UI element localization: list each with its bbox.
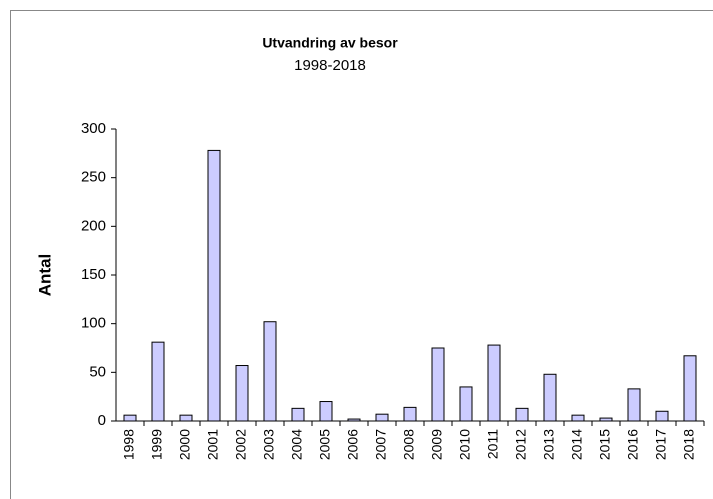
chart-title: Utvandring av besor <box>262 35 398 51</box>
x-tick-label: 2015 <box>597 429 613 460</box>
bar <box>487 344 501 422</box>
x-tick-label: 2001 <box>205 429 221 460</box>
x-tick-label: 2007 <box>373 429 389 460</box>
chart-frame <box>10 10 713 499</box>
y-tick-label: 50 <box>89 363 106 380</box>
x-tick-label: 2003 <box>261 429 277 460</box>
x-tick-label: 2009 <box>429 429 445 460</box>
y-axis-label: Antal <box>35 254 54 297</box>
bar <box>123 414 137 422</box>
x-tick-label: 2011 <box>485 429 501 459</box>
y-tick-label: 250 <box>81 169 106 186</box>
y-tick-label: 100 <box>81 315 106 332</box>
bar <box>431 347 445 422</box>
x-tick-label: 2018 <box>681 429 697 460</box>
bar <box>683 355 697 422</box>
bar <box>235 365 249 422</box>
chart-subtitle: 1998-2018 <box>294 57 366 74</box>
x-tick-label: 2008 <box>401 429 417 460</box>
x-tick-label: 2002 <box>233 429 249 460</box>
bar <box>375 413 389 422</box>
x-tick-label: 2000 <box>177 429 193 460</box>
bar <box>291 407 305 422</box>
bar <box>571 414 585 422</box>
bar <box>403 406 417 422</box>
x-tick-label: 1998 <box>121 429 137 460</box>
y-tick-label: 150 <box>81 266 106 283</box>
bar <box>459 386 473 422</box>
bar <box>263 321 277 422</box>
bar <box>319 401 333 422</box>
x-tick-label: 2013 <box>541 429 557 460</box>
x-tick-label: 2006 <box>345 429 361 460</box>
bar <box>151 341 165 422</box>
x-tick-label: 2017 <box>653 429 669 460</box>
y-tick-label: 300 <box>81 120 106 137</box>
y-tick-label: 0 <box>98 412 106 429</box>
x-tick-label: 1999 <box>149 429 165 460</box>
x-tick-label: 2014 <box>569 429 585 460</box>
bar <box>347 418 361 422</box>
bar <box>543 373 557 422</box>
x-tick-label: 2005 <box>317 429 333 460</box>
y-tick-label: 200 <box>81 217 106 234</box>
bar <box>655 410 669 422</box>
bar <box>515 407 529 422</box>
x-tick-label: 2004 <box>289 429 305 460</box>
x-tick-label: 2012 <box>513 429 529 460</box>
bar <box>599 417 613 422</box>
bar <box>179 414 193 422</box>
x-tick-label: 2010 <box>457 429 473 460</box>
bar <box>627 388 641 422</box>
x-tick-label: 2016 <box>625 429 641 460</box>
bar <box>207 149 221 422</box>
